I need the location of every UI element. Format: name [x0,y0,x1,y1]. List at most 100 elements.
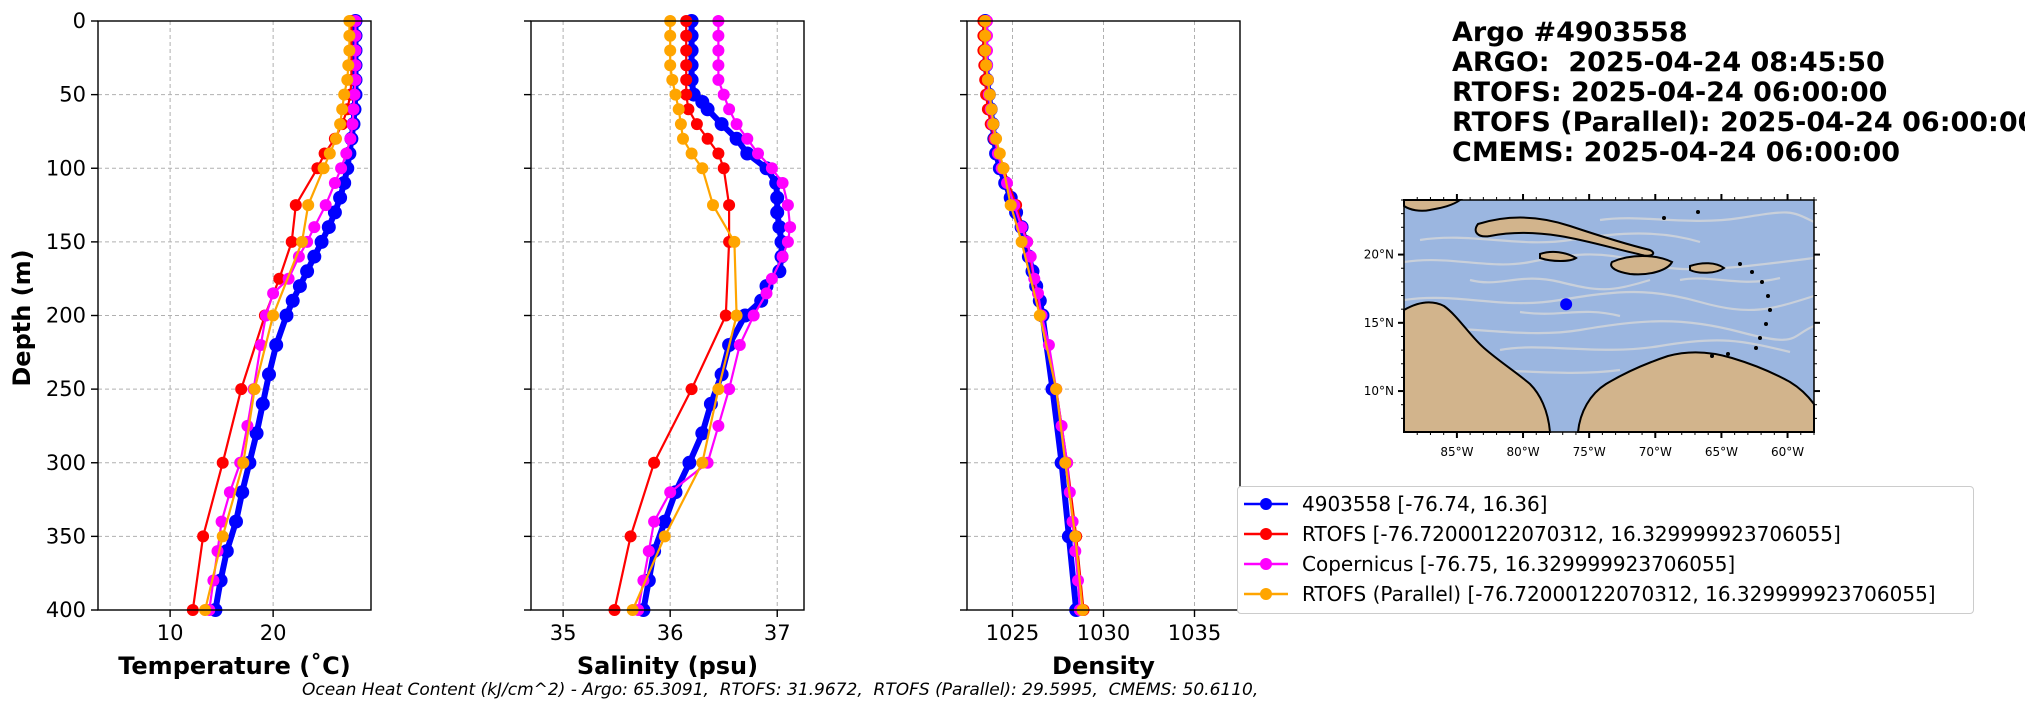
salinity-series-2-point [712,73,725,86]
temperature-series-2-point [348,88,361,101]
density-series-3-point [1059,456,1072,469]
temperature-series-2-point [215,515,228,528]
salinity-series-2-point [712,419,725,432]
salinity-series-3-point [696,456,709,469]
temperature-panel: 10 20050100150200250300350400Temperature … [46,9,372,680]
legend: 4903558 [-76.74, 16.36] RTOFS [-76.72000… [1237,486,1974,614]
temperature-series-2-point [308,221,321,234]
salinity-series-2-point [765,162,778,175]
salinity-series-0-point [772,220,787,235]
density-series-3-point [1015,235,1028,248]
density-series-3-point [997,162,1010,175]
salinity-series-0-point [714,117,729,132]
density-xtick-label: 1035 [1168,621,1221,645]
density-xtick-label: 1030 [1077,621,1130,645]
salinity-series-2-point [776,177,789,189]
depth-ytick-label: 150 [46,230,86,254]
title-line-argo-id: Argo #4903558 [1452,17,1688,48]
density-series-3-point [979,44,992,57]
density-series-3-point [1004,199,1017,212]
legend-item-argo: 4903558 [-76.74, 16.36] [1238,489,1547,519]
density-series-3-point [985,103,998,116]
salinity-series-1-point [680,59,693,72]
salinity-series-1-point [712,147,725,160]
temperature-series-3-point [216,530,229,543]
salinity-series-2-point [741,132,754,145]
temperature-series-2-point [335,162,348,175]
salinity-series-2-point [760,287,773,300]
salinity-series-0-point [738,308,753,323]
salinity-series-2-point [723,383,736,396]
argo-float-marker [1560,298,1573,311]
salinity-series-2-point [712,44,725,57]
salinity-series-3-point [712,383,725,396]
temperature-series-3-point [341,73,354,86]
map-lat-label: 15°N [1364,316,1394,330]
title-block: Argo #4903558 ARGO: 2025-04-24 08:45:50 … [1452,18,2025,168]
salinity-series-0-point [682,455,697,470]
salinity-series-2-point [733,339,746,351]
temperature-series-0-point [255,396,270,411]
salinity-series-3-point [664,59,677,72]
map-lon-label: 80°W [1506,445,1539,459]
salinity-series-3-point [674,118,687,131]
salinity-xtick-label: 37 [764,621,791,645]
map-lat-label: 10°N [1364,384,1394,398]
legend-marker-argo [1244,498,1288,510]
salinity-xtick-label: 35 [550,621,577,645]
salinity-series-0-point [740,146,755,161]
density-series-3-point [979,29,992,42]
temperature-series-0-point [249,426,264,441]
salinity-series-2-point [717,88,730,101]
temperature-series-3-point [317,162,330,175]
map-land [1403,199,1815,433]
density-series-3-point [1069,530,1082,543]
density-series-2-point [1024,250,1037,263]
salinity-series-1-point [717,162,730,175]
salinity-series-3-point [669,88,682,101]
title-line-rtofs-parallel-time: RTOFS (Parallel): 2025-04-24 06:00:00 [1452,107,2025,138]
map-lon-label: 85°W [1440,445,1473,459]
map-lat-label: 20°N [1364,248,1394,262]
salinity-series-1-point [701,132,714,145]
salinity-series-3-point [685,147,698,160]
temperature-series-0-point [300,264,315,279]
legend-marker-copernicus [1244,558,1288,570]
temperature-series-1-point [289,199,302,212]
salinity-series-3-point [696,162,709,175]
title-line-argo-time: ARGO: 2025-04-24 08:45:50 [1452,47,1885,78]
salinity-series-3-point [728,235,741,248]
depth-ytick-label: 350 [46,524,86,548]
temperature-series-3-point [267,309,280,322]
legend-item-rtofs: RTOFS [-76.72000122070312, 16.3299999237… [1238,519,1841,549]
temperature-series-2-point [347,103,360,116]
salinity-series-1-point [680,88,693,101]
map-lon-label: 65°W [1705,445,1738,459]
salinity-series-1-point [680,73,693,86]
legend-label-rtofs: RTOFS [-76.72000122070312, 16.3299999237… [1302,522,1841,546]
density-series-3-point [990,132,1003,145]
temperature-series-0-point [307,249,322,264]
salinity-series-2-point [784,221,797,234]
temperature-series-3-point [296,235,308,248]
density-series-3-point [980,59,993,72]
salinity-xaxis-label: Salinity (psu) [577,652,758,680]
density-series-3-point [983,88,996,101]
temperature-xaxis-label: Temperature (˚C) [118,652,351,680]
salinity-series-line-2 [637,21,792,611]
salinity-series-2-point [765,272,778,285]
temperature-series-2-point [319,199,332,212]
density-xaxis-label: Density [1052,652,1155,680]
temperature-series-0-point [219,544,234,559]
salinity-series-1-point [682,103,695,116]
temperature-series-3-point [343,44,356,57]
density-series-2-point [1069,545,1082,558]
salinity-series-3-point [666,73,679,86]
salinity-series-3-point [672,103,685,116]
legend-label-rtofs-parallel: RTOFS (Parallel) [-76.72000122070312, 16… [1302,582,1936,606]
temperature-series-1-point [273,272,286,285]
salinity-series-2-point [642,545,655,558]
salinity-series-1-point [680,44,693,57]
temperature-series-3-point [338,88,351,101]
legend-item-copernicus: Copernicus [-76.75, 16.329999923706055] [1238,549,1735,579]
